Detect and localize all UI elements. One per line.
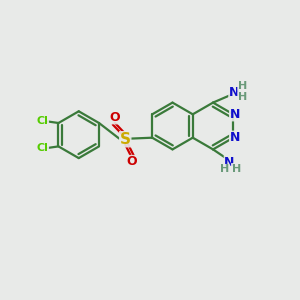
Text: H: H xyxy=(220,164,229,175)
Text: O: O xyxy=(126,155,136,169)
Text: N: N xyxy=(230,108,240,121)
Text: O: O xyxy=(110,111,120,124)
Text: Cl: Cl xyxy=(37,116,49,127)
Text: H: H xyxy=(238,92,247,102)
Text: H: H xyxy=(232,164,241,174)
Text: N: N xyxy=(230,131,240,144)
Text: S: S xyxy=(120,132,131,147)
Text: N: N xyxy=(229,85,239,99)
Text: H: H xyxy=(238,80,247,91)
Text: N: N xyxy=(224,155,235,169)
Text: Cl: Cl xyxy=(37,143,49,153)
